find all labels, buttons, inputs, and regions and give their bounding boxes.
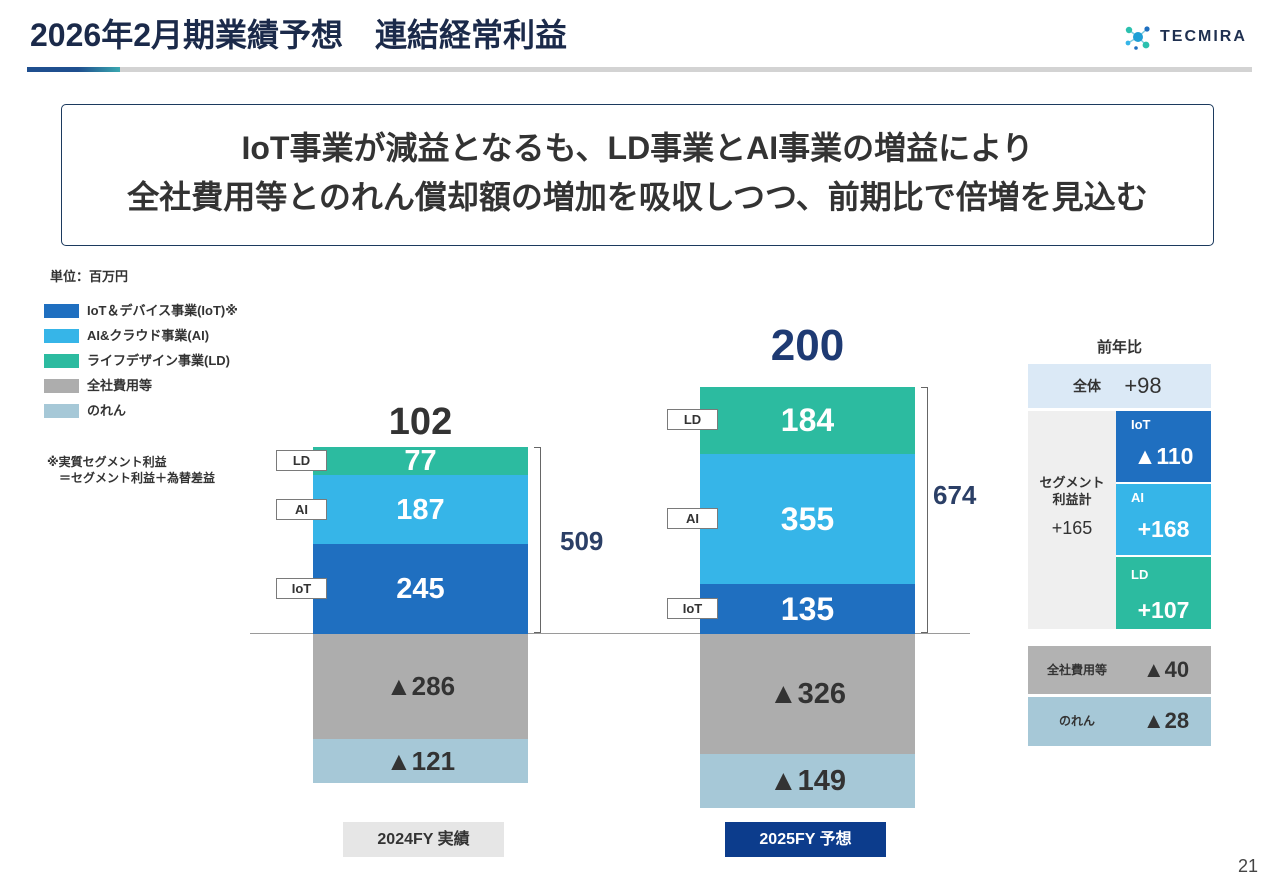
key-message-box: IoT事業が減益となるも、LD事業とAI事業の増益により 全社費用等とのれん償却… <box>61 104 1214 246</box>
total-label-2024fy: 102 <box>388 401 453 444</box>
footnote-line-1: ※実質セグメント利益 <box>47 455 167 469</box>
bar-value-2025fy-goodwill: ▲149 <box>768 764 847 797</box>
bar-value-2024fy-ld: 77 <box>404 445 437 478</box>
yoy-segment-total-label-line-2: 利益計 <box>1052 492 1092 507</box>
legend-item-goodwill: のれん <box>44 403 126 419</box>
bar-2025fy-goodwill <box>700 753 915 809</box>
page-title: 2026年2月期業績予想 連結経常利益 <box>30 17 567 53</box>
footnote-line-2: ＝セグメント利益＋為替差益 <box>59 471 216 485</box>
yoy-segment-ld: LD +107 <box>1116 557 1211 629</box>
bar-value-2025fy-corporate-costs: ▲326 <box>768 677 847 710</box>
bar-2025fy-ld <box>700 386 915 455</box>
yoy-segment-ld-value: +107 <box>1137 597 1190 623</box>
header-divider-accent <box>27 67 120 72</box>
total-label-2025fy: 200 <box>770 320 845 370</box>
legend-label-ld: ライフデザイン事業(LD) <box>87 353 230 368</box>
subtotal-label-2024fy: 509 <box>560 525 604 556</box>
legend-swatch-ai <box>44 329 79 343</box>
yoy-segment-ld-label: LD <box>1131 567 1149 582</box>
legend-label-ai: AI&クラウド事業(AI) <box>87 328 210 343</box>
unit-label: 単位：百万円 <box>50 269 129 284</box>
segment-tag-2025fy-ld: LD <box>667 409 718 431</box>
legend-item-iot: IoT＆デバイス事業(IoT)※ <box>44 303 238 319</box>
yoy-overall-row: 全体 +98 <box>1028 364 1211 408</box>
yoy-segment-iot-value: ▲110 <box>1133 443 1194 469</box>
category-label-2024fy: 2024FY 実績 <box>343 822 504 857</box>
legend-swatch-ld <box>44 354 79 368</box>
segment-tag-2024fy-ai: AI <box>276 498 327 520</box>
chart-legend: IoT＆デバイス事業(IoT)※ AI&クラウド事業(AI) ライフデザイン事業… <box>44 303 284 423</box>
legend-item-ai: AI&クラウド事業(AI) <box>44 328 209 344</box>
key-message-line-1: IoT事業が減益となるも、LD事業とAI事業の増益により <box>241 129 1034 166</box>
footnote: ※実質セグメント利益 ＝セグメント利益＋為替差益 <box>47 454 215 486</box>
bar-value-2025fy-ld: 184 <box>780 402 835 439</box>
bar-value-2025fy-ai: 355 <box>780 501 835 538</box>
bar-2024fy-iot <box>313 544 528 634</box>
yoy-segment-iot: IoT ▲110 <box>1116 411 1211 482</box>
yoy-overall-label: 全体 <box>1073 378 1101 394</box>
yoy-goodwill-label: のれん <box>1058 714 1095 728</box>
bar-2024fy-ai <box>313 475 528 545</box>
legend-swatch-iot <box>44 304 79 318</box>
yoy-segment-total-value: +165 <box>1051 518 1093 538</box>
yoy-goodwill-row: のれん ▲28 <box>1028 697 1211 746</box>
segment-tag-2025fy-ai: AI <box>667 508 718 530</box>
yoy-corporate-costs-row: 全社費用等 ▲40 <box>1028 646 1211 694</box>
bar-2025fy-corporate-costs <box>700 634 915 754</box>
yoy-segment-ai: AI +168 <box>1116 484 1211 555</box>
legend-item-ld: ライフデザイン事業(LD) <box>44 353 230 369</box>
page-number: 21 <box>1238 856 1259 876</box>
bar-value-2025fy-iot: 135 <box>780 591 835 628</box>
category-label-2025fy: 2025FY 予想 <box>725 822 886 857</box>
bar-2025fy-iot <box>700 584 915 634</box>
logo-wordmark: TECMIRA <box>1160 28 1247 45</box>
yoy-segment-ai-label: AI <box>1131 490 1144 505</box>
bar-value-2024fy-goodwill: ▲121 <box>385 746 456 777</box>
segment-tag-2025fy-iot: IoT <box>667 598 718 620</box>
bar-2024fy-corporate-costs <box>313 634 528 739</box>
yoy-overall-value: +98 <box>1124 373 1162 398</box>
legend-swatch-goodwill <box>44 404 79 418</box>
yoy-corporate-costs-value: ▲40 <box>1142 657 1190 682</box>
header-divider <box>27 67 1252 72</box>
bar-2024fy-ld <box>313 447 528 476</box>
legend-item-corporate-costs: 全社費用等 <box>44 378 152 394</box>
yoy-segment-total-cell: セグメント 利益計 +165 <box>1028 411 1116 629</box>
legend-label-corporate-costs: 全社費用等 <box>87 378 153 393</box>
segment-tag-2024fy-ld: LD <box>276 450 327 472</box>
yoy-segment-total-label-line-1: セグメント <box>1039 475 1105 490</box>
tecmira-logo-icon <box>1125 26 1150 50</box>
yoy-segment-ai-value: +168 <box>1137 516 1190 542</box>
subtotal-bracket-2025fy <box>921 386 928 633</box>
legend-swatch-corporate-costs <box>44 379 79 393</box>
tecmira-logo: TECMIRA <box>1123 23 1247 51</box>
key-message-line-2: 全社費用等とのれん償却額の増加を吸収しつつ、前期比で倍増を見込む <box>127 178 1148 215</box>
yoy-title: 前年比 <box>1096 339 1142 356</box>
legend-label-goodwill: のれん <box>87 403 127 418</box>
bar-value-2024fy-ai: 187 <box>396 493 445 526</box>
yoy-goodwill-value: ▲28 <box>1142 708 1190 733</box>
yoy-segment-iot-label: IoT <box>1131 417 1151 432</box>
bar-2025fy-ai <box>700 454 915 585</box>
bar-2024fy-goodwill <box>313 738 528 784</box>
chart-baseline <box>250 633 970 634</box>
yoy-corporate-costs-label: 全社費用等 <box>1046 663 1107 677</box>
segment-tag-2024fy-iot: IoT <box>276 578 327 600</box>
legend-label-iot: IoT＆デバイス事業(IoT)※ <box>87 303 238 318</box>
bar-value-2024fy-corporate-costs: ▲286 <box>385 671 456 702</box>
bar-value-2024fy-iot: 245 <box>396 573 445 606</box>
subtotal-bracket-2024fy <box>534 447 541 633</box>
subtotal-label-2025fy: 674 <box>933 480 977 511</box>
